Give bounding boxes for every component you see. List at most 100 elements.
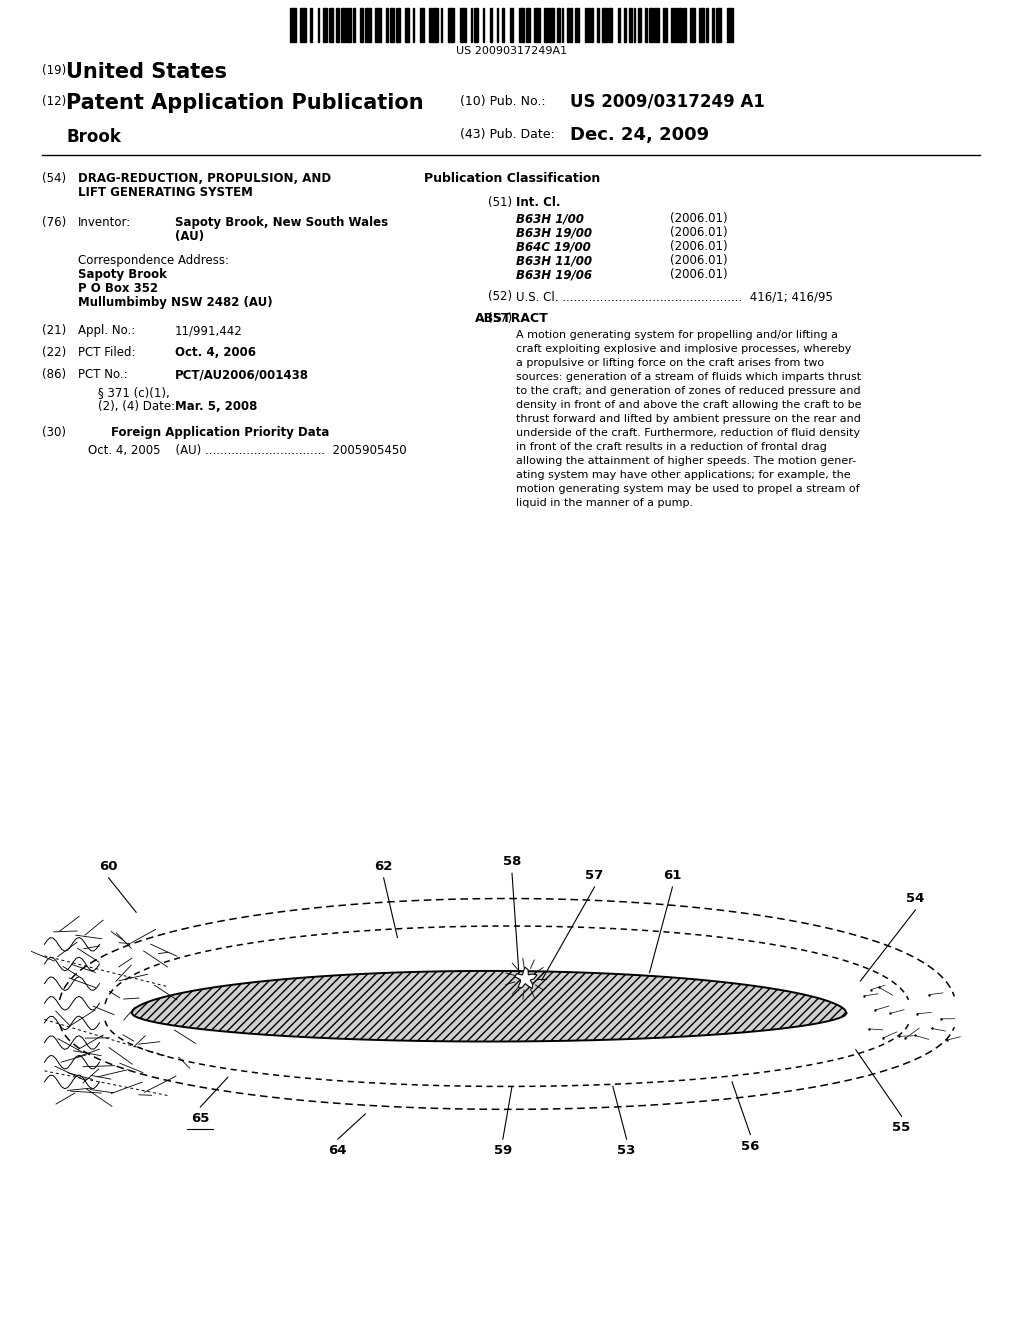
Text: 11/991,442: 11/991,442 bbox=[175, 323, 243, 337]
Bar bbox=[624, 8, 626, 42]
Text: PCT Filed:: PCT Filed: bbox=[78, 346, 135, 359]
Bar bbox=[727, 8, 733, 42]
Text: (52): (52) bbox=[488, 290, 512, 304]
Text: 55: 55 bbox=[893, 1121, 910, 1134]
Text: motion generating system may be used to propel a stream of: motion generating system may be used to … bbox=[516, 484, 859, 494]
Bar bbox=[602, 8, 607, 42]
Text: 59: 59 bbox=[494, 1144, 512, 1158]
Text: 60: 60 bbox=[99, 859, 118, 873]
Text: Oct. 4, 2006: Oct. 4, 2006 bbox=[175, 346, 256, 359]
Text: Mar. 5, 2008: Mar. 5, 2008 bbox=[175, 400, 257, 413]
Text: Sapoty Brook, New South Wales: Sapoty Brook, New South Wales bbox=[175, 216, 388, 228]
Text: U.S. Cl. ................................................  416/1; 416/95: U.S. Cl. ...............................… bbox=[516, 290, 833, 304]
Text: to the craft; and generation of zones of reduced pressure and: to the craft; and generation of zones of… bbox=[516, 385, 860, 396]
Bar bbox=[353, 8, 355, 42]
Bar bbox=[510, 8, 513, 42]
Bar bbox=[645, 8, 647, 42]
Text: (2006.01): (2006.01) bbox=[670, 213, 728, 224]
Text: (12): (12) bbox=[42, 95, 67, 108]
Text: (43) Pub. Date:: (43) Pub. Date: bbox=[460, 128, 555, 141]
Text: a propulsive or lifting force on the craft arises from two: a propulsive or lifting force on the cra… bbox=[516, 358, 824, 368]
Bar bbox=[690, 8, 694, 42]
Text: ating system may have other applications; for example, the: ating system may have other applications… bbox=[516, 470, 851, 480]
Text: B64C 19/00: B64C 19/00 bbox=[516, 240, 591, 253]
Bar bbox=[549, 8, 554, 42]
Text: (2006.01): (2006.01) bbox=[670, 253, 728, 267]
Bar bbox=[706, 8, 708, 42]
Text: (22): (22) bbox=[42, 346, 67, 359]
Bar bbox=[567, 8, 568, 42]
Bar bbox=[386, 8, 388, 42]
Polygon shape bbox=[515, 968, 537, 989]
Text: 62: 62 bbox=[375, 859, 393, 873]
Bar bbox=[395, 8, 400, 42]
Text: (21): (21) bbox=[42, 323, 67, 337]
Bar bbox=[390, 8, 394, 42]
Text: US 20090317249A1: US 20090317249A1 bbox=[457, 46, 567, 55]
Text: Brook: Brook bbox=[66, 128, 121, 147]
Bar bbox=[490, 8, 493, 42]
Text: Patent Application Publication: Patent Application Publication bbox=[66, 92, 424, 114]
Bar bbox=[575, 8, 580, 42]
Bar bbox=[471, 8, 472, 42]
Bar bbox=[440, 8, 442, 42]
Text: 54: 54 bbox=[906, 892, 925, 906]
Text: density in front of and above the craft allowing the craft to be: density in front of and above the craft … bbox=[516, 400, 861, 411]
Text: United States: United States bbox=[66, 62, 227, 82]
Bar bbox=[290, 8, 296, 42]
Text: ABSTRACT: ABSTRACT bbox=[475, 312, 549, 325]
Text: 57: 57 bbox=[586, 869, 603, 882]
Bar bbox=[608, 8, 612, 42]
Bar bbox=[557, 8, 560, 42]
Text: in front of the craft results in a reduction of frontal drag: in front of the craft results in a reduc… bbox=[516, 442, 826, 451]
Text: (30): (30) bbox=[42, 426, 66, 440]
Bar bbox=[460, 8, 466, 42]
Bar bbox=[432, 8, 438, 42]
Bar bbox=[421, 8, 424, 42]
Bar bbox=[502, 8, 504, 42]
Text: P O Box 352: P O Box 352 bbox=[78, 282, 158, 294]
Text: Mullumbimby NSW 2482 (AU): Mullumbimby NSW 2482 (AU) bbox=[78, 296, 272, 309]
Text: B63H 19/00: B63H 19/00 bbox=[516, 226, 592, 239]
Bar bbox=[346, 8, 350, 42]
Text: (51): (51) bbox=[488, 195, 512, 209]
Bar bbox=[497, 8, 499, 42]
Text: (86): (86) bbox=[42, 368, 67, 381]
Bar bbox=[376, 8, 381, 42]
Text: 56: 56 bbox=[741, 1139, 760, 1152]
Text: Sapoty Brook: Sapoty Brook bbox=[78, 268, 167, 281]
Text: thrust forward and lifted by ambient pressure on the rear and: thrust forward and lifted by ambient pre… bbox=[516, 414, 861, 424]
Text: 61: 61 bbox=[664, 869, 682, 882]
Bar bbox=[654, 8, 658, 42]
Bar bbox=[449, 8, 454, 42]
Bar bbox=[630, 8, 632, 42]
Bar bbox=[638, 8, 641, 42]
Text: (2006.01): (2006.01) bbox=[670, 268, 728, 281]
Polygon shape bbox=[131, 972, 847, 1041]
Bar bbox=[413, 8, 415, 42]
Text: allowing the attainment of higher speeds. The motion gener-: allowing the attainment of higher speeds… bbox=[516, 455, 856, 466]
Text: craft exploiting explosive and implosive processes, whereby: craft exploiting explosive and implosive… bbox=[516, 345, 851, 354]
Bar bbox=[429, 8, 431, 42]
Text: DRAG-REDUCTION, PROPULSION, AND: DRAG-REDUCTION, PROPULSION, AND bbox=[78, 172, 331, 185]
Text: Foreign Application Priority Data: Foreign Application Priority Data bbox=[111, 426, 329, 440]
Bar bbox=[365, 8, 371, 42]
Bar bbox=[526, 8, 529, 42]
Text: B63H 19/06: B63H 19/06 bbox=[516, 268, 592, 281]
Text: underside of the craft. Furthermore, reduction of fluid density: underside of the craft. Furthermore, red… bbox=[516, 428, 860, 438]
Bar bbox=[588, 8, 590, 42]
Bar bbox=[535, 8, 541, 42]
Bar bbox=[359, 8, 364, 42]
Bar bbox=[591, 8, 594, 42]
Bar bbox=[473, 8, 478, 42]
Text: PCT No.:: PCT No.: bbox=[78, 368, 128, 381]
Bar bbox=[562, 8, 563, 42]
Bar bbox=[677, 8, 682, 42]
Bar bbox=[597, 8, 599, 42]
Text: Dec. 24, 2009: Dec. 24, 2009 bbox=[570, 125, 710, 144]
Text: 53: 53 bbox=[617, 1144, 636, 1158]
Bar bbox=[341, 8, 345, 42]
Bar bbox=[716, 8, 721, 42]
Text: Int. Cl.: Int. Cl. bbox=[516, 195, 560, 209]
Text: Publication Classification: Publication Classification bbox=[424, 172, 600, 185]
